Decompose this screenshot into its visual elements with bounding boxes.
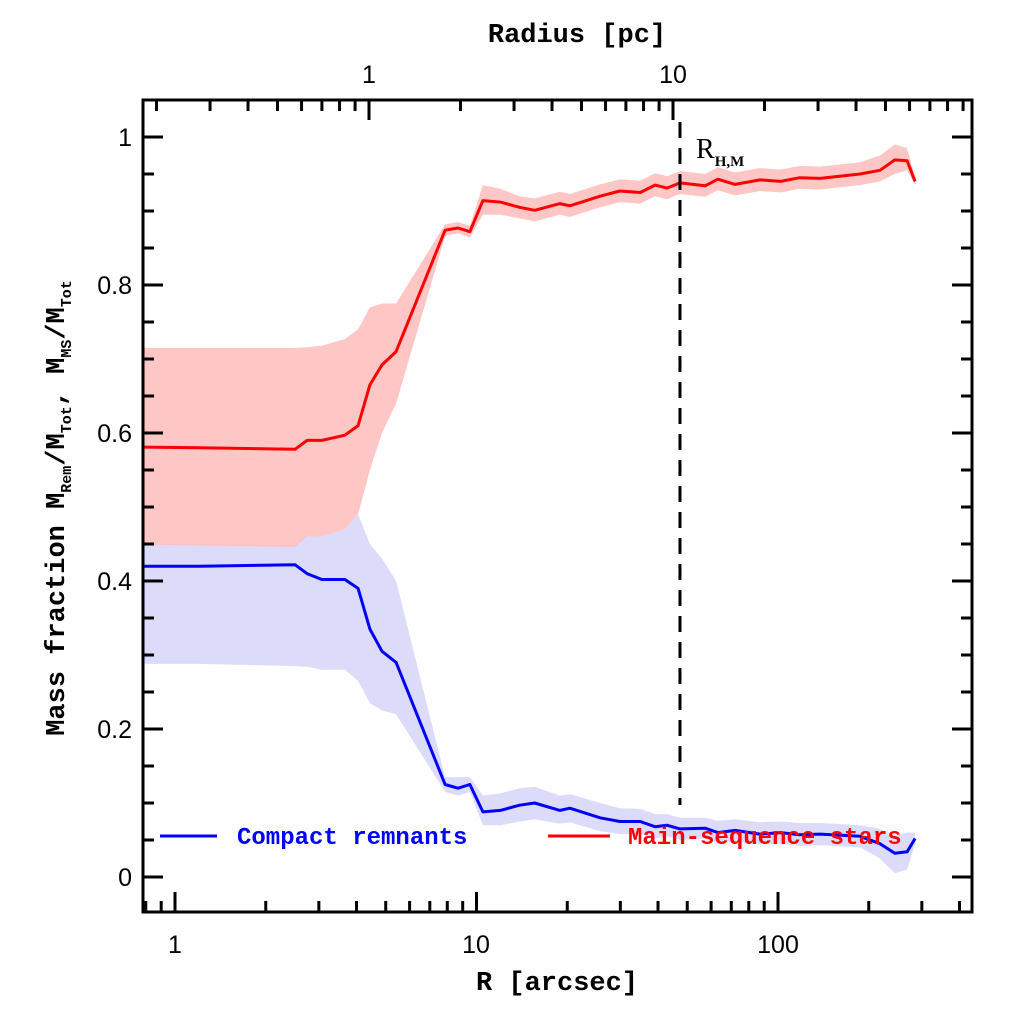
x-tick-label: 10 xyxy=(462,931,490,959)
main-sequence-band xyxy=(143,144,916,547)
x-tick-label: 100 xyxy=(757,931,799,959)
y-tick-label: 0.4 xyxy=(97,568,132,596)
top-tick-label: 1 xyxy=(362,61,376,89)
half-mass-radius-label: RH,M xyxy=(696,134,744,170)
axis-ticks xyxy=(143,100,972,912)
series-lines xyxy=(143,158,917,855)
y-tick-label: 1 xyxy=(118,124,132,152)
top-tick-label: 10 xyxy=(659,61,687,89)
main-sequence-line xyxy=(143,158,917,451)
confidence-bands xyxy=(143,144,916,874)
top-axis-title: Radius [pc] xyxy=(488,21,666,51)
y-tick-label: 0 xyxy=(118,864,132,892)
plot-frame xyxy=(141,98,974,914)
x-tick-label: 1 xyxy=(168,931,182,959)
y-tick-label: 0.2 xyxy=(97,716,132,744)
legend: Compact remnants Main-sequence stars xyxy=(160,825,902,852)
x-axis-title: R [arcsec] xyxy=(476,969,638,999)
compact-remnants-band xyxy=(143,514,916,874)
y-axis-title: Mass fraction MRem/MTot, MMS/MTot xyxy=(43,280,76,736)
legend-label-compact-remnants: Compact remnants xyxy=(237,825,467,852)
legend-label-main-sequence: Main-sequence stars xyxy=(628,825,902,852)
compact-remnants-line xyxy=(144,563,917,855)
y-tick-label: 0.6 xyxy=(97,420,132,448)
y-tick-label: 0.8 xyxy=(97,272,132,300)
